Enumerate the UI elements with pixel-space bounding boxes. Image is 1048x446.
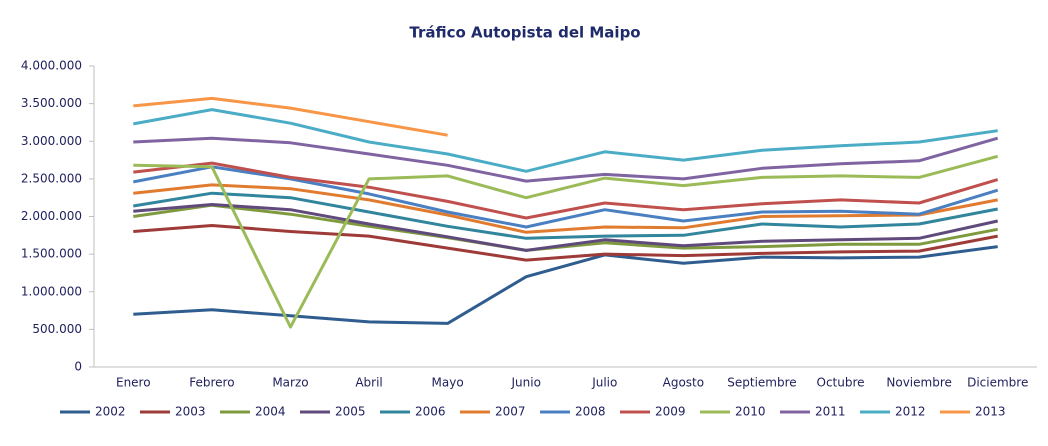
x-tick-label: Junio — [510, 376, 540, 390]
series-line — [133, 154, 999, 329]
y-tick-label: 1.500.000 — [21, 247, 82, 261]
series-line — [133, 183, 998, 234]
legend-label: 2007 — [495, 405, 526, 419]
series-line — [133, 245, 998, 325]
x-tick-label: Octubre — [817, 376, 865, 390]
legend-label: 2005 — [335, 405, 366, 419]
y-tick-label: 500.000 — [32, 322, 82, 336]
x-tick-label: Agosto — [663, 376, 704, 390]
x-tick-label: Enero — [116, 376, 151, 390]
legend-label: 2010 — [735, 405, 766, 419]
x-tick-label: Abril — [355, 376, 382, 390]
series-line — [133, 203, 999, 252]
legend-label: 2003 — [175, 405, 206, 419]
series-line — [133, 136, 999, 183]
legend-label: 2006 — [415, 405, 446, 419]
series-line — [133, 165, 999, 229]
y-tick-label: 1.000.000 — [21, 284, 82, 298]
series-line — [133, 191, 998, 240]
legend-label: 2004 — [255, 405, 286, 419]
legend-label: 2002 — [95, 405, 126, 419]
series-line — [133, 161, 999, 220]
legend-label: 2013 — [975, 405, 1006, 419]
y-tick-label: 0 — [74, 360, 82, 374]
series-line — [133, 224, 998, 262]
legend-label: 2012 — [895, 405, 926, 419]
y-tick-label: 2.000.000 — [21, 209, 82, 223]
x-tick-label: Septiembre — [727, 376, 796, 390]
chart-title: Tráfico Autopista del Maipo — [409, 24, 640, 42]
x-tick-label: Febrero — [189, 376, 234, 390]
legend-label: 2011 — [815, 405, 846, 419]
series-line — [133, 108, 998, 173]
legend-label: 2008 — [575, 405, 606, 419]
x-tick-label: Diciembre — [967, 376, 1028, 390]
series-line — [133, 96, 448, 137]
x-tick-label: Mayo — [432, 376, 464, 390]
x-tick-label: Noviembre — [886, 376, 952, 390]
y-tick-label: 4.000.000 — [21, 59, 82, 73]
y-tick-label: 3.000.000 — [21, 134, 82, 148]
x-tick-label: Julio — [591, 376, 617, 390]
x-tick-label: Marzo — [272, 376, 308, 390]
y-tick-label: 3.500.000 — [21, 96, 82, 110]
y-tick-label: 2.500.000 — [21, 171, 82, 185]
legend-label: 2009 — [655, 405, 686, 419]
